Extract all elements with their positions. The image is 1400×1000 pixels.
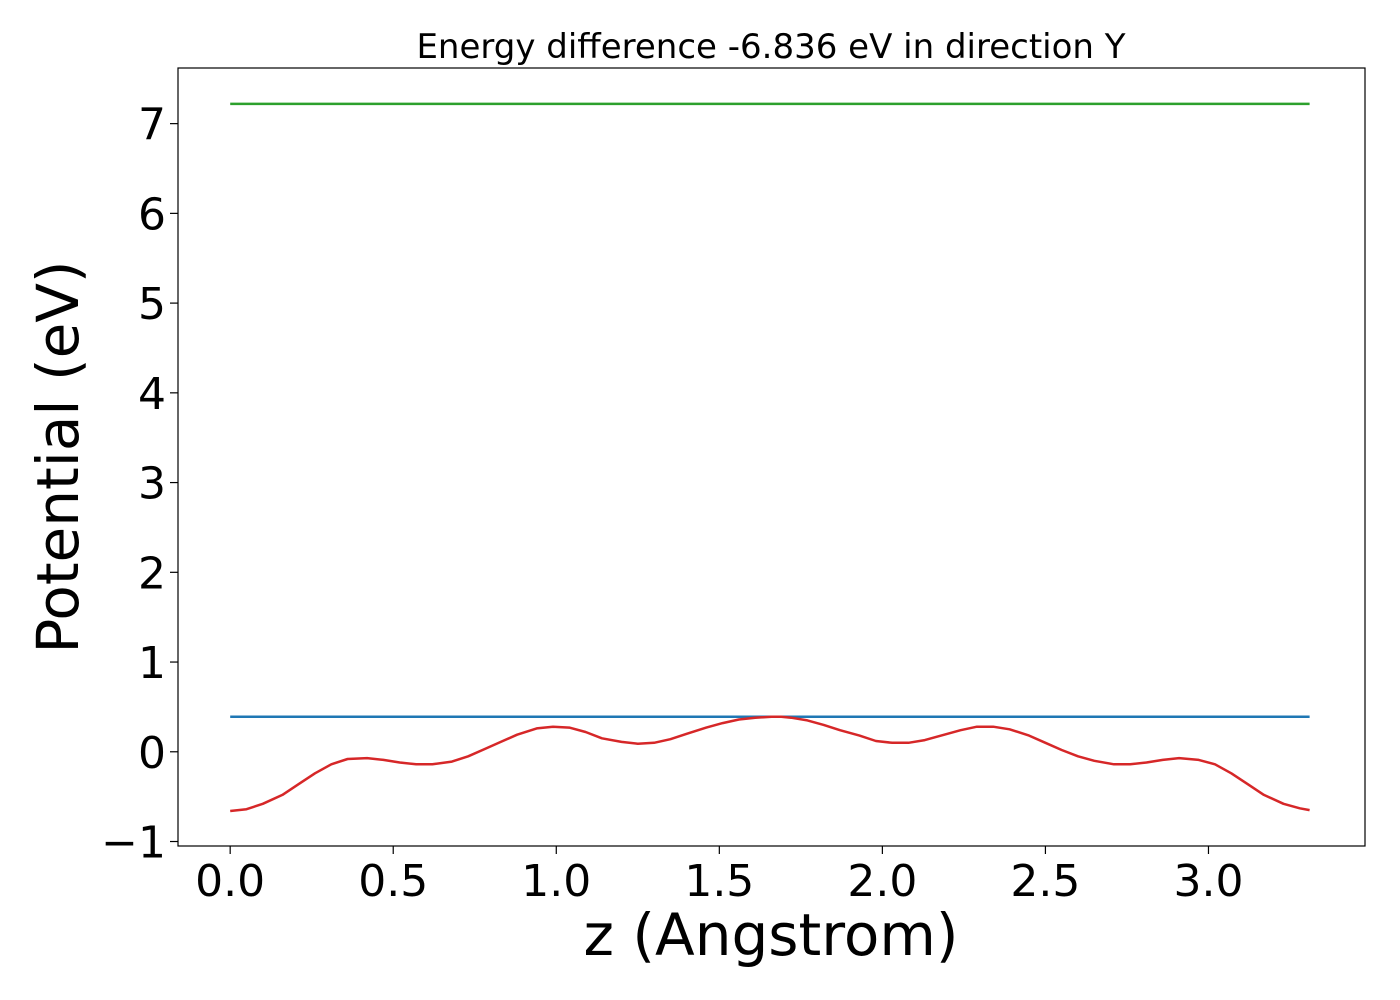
- y-tick-label: 0: [138, 728, 166, 779]
- chart-title: Energy difference -6.836 eV in direction…: [416, 27, 1125, 67]
- x-tick-label: 2.0: [847, 856, 917, 907]
- plot-frame: [177, 67, 1366, 847]
- x-tick-label: 1.0: [521, 856, 591, 907]
- x-tick-label: 0.5: [358, 856, 428, 907]
- x-tick-label: 2.5: [1010, 856, 1080, 907]
- y-tick-label: 2: [138, 548, 166, 599]
- y-tick-label: −1: [101, 818, 166, 869]
- y-axis-label: Potential (eV): [24, 260, 92, 653]
- y-axis-ticks: −1 0 1 2 3 4 5 6 7: [101, 100, 178, 869]
- x-tick-label: 3.0: [1173, 856, 1243, 907]
- y-tick-label: 6: [138, 189, 166, 240]
- x-tick-label: 0.0: [195, 856, 265, 907]
- x-tick-label: 1.5: [684, 856, 754, 907]
- y-tick-label: 4: [138, 369, 166, 420]
- y-tick-label: 3: [138, 459, 166, 510]
- series-layer: [230, 102, 1310, 813]
- y-tick-label: 1: [138, 638, 166, 689]
- x-axis-ticks: 0.0 0.5 1.0 1.5 2.0 2.5 3.0: [195, 846, 1243, 907]
- series-line-planar-averaged-potential: [230, 715, 1310, 813]
- y-tick-label: 7: [138, 100, 166, 151]
- x-axis-label: z (Angstrom): [584, 901, 959, 969]
- y-tick-label: 5: [138, 279, 166, 330]
